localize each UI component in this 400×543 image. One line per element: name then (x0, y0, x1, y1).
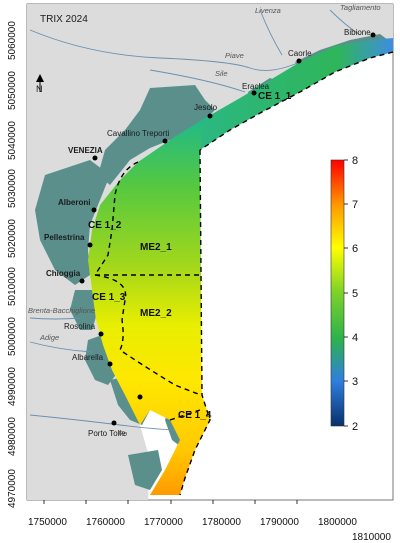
mainland (27, 4, 393, 500)
zone-me2-1: ME2_1 (140, 242, 172, 253)
city-porto-tolle: Porto Tolle (88, 429, 126, 438)
city-eraclea: Eraclea (242, 82, 270, 91)
river-sile: Sile (215, 69, 228, 78)
x-axis: 1750000 1760000 1770000 1780000 1790000 … (28, 500, 391, 543)
sea-trix (88, 118, 210, 495)
y-tick-label: 5020000 (7, 219, 18, 258)
legend-tick-5: 5 (352, 288, 358, 300)
legend-tick-6: 6 (352, 243, 358, 255)
legend-tick-3: 3 (352, 376, 358, 388)
north-label: N (36, 84, 43, 94)
x-tick-label: 1770000 (144, 517, 183, 528)
map-title: TRIX 2024 (40, 14, 88, 25)
rivers (29, 9, 361, 431)
legend-tick-8: 8 (352, 155, 358, 167)
legend: 8 7 6 5 4 3 2 (330, 155, 358, 433)
city-pellestrina: Pellestrina (44, 233, 85, 242)
y-tick-label: 5060000 (7, 21, 18, 60)
zone-ce1-4: CE 1_4 (178, 410, 212, 421)
x-tick-label: 1800000 (318, 517, 357, 528)
y-axis: 4970000 4980000 4990000 5000000 5010000 … (7, 21, 18, 508)
city-rosolina: Rosolina (64, 322, 96, 331)
y-tick-label: 5000000 (7, 317, 18, 356)
x-tick-label: 1750000 (28, 517, 67, 528)
y-tick-label: 5010000 (7, 267, 18, 306)
x-tick-label: 1810000 (352, 532, 391, 543)
city-jesolo: Jesolo (194, 103, 218, 112)
y-tick-label: 5040000 (7, 121, 18, 160)
city-caorle: Caorle (288, 49, 312, 58)
y-tick-label: 4970000 (7, 469, 18, 508)
zone-me2-2: ME2_2 (140, 308, 172, 319)
x-tick-label: 1760000 (86, 517, 125, 528)
city-cavallino-treporti: Cavallino Treporti (107, 129, 169, 138)
city-markers (79, 32, 376, 426)
river-tagliamento: Tagliamento (340, 3, 381, 12)
legend-color-bar (330, 159, 345, 427)
zone-boundaries (94, 51, 394, 496)
legend-tick-2: 2 (352, 421, 358, 433)
y-tick-label: 4990000 (7, 367, 18, 406)
y-tick-label: 5050000 (7, 71, 18, 110)
x-tick-label: 1790000 (260, 517, 299, 528)
zone-ce1-3: CE 1_3 (92, 292, 126, 303)
city-bibione: Bibione (344, 28, 371, 37)
city-chioggia: Chioggia (46, 269, 81, 278)
zone-ce1-2: CE 1_2 (88, 220, 122, 231)
river-po: Po (118, 429, 127, 438)
north-arrow-icon: N (36, 74, 44, 94)
sea-north-strip (170, 38, 393, 150)
y-tick-label: 5030000 (7, 169, 18, 208)
river-brenta-bacchiglione: Brenta-Bacchiglione (28, 306, 95, 315)
city-albarella: Albarella (72, 353, 104, 362)
city-venezia: VENEZIA (68, 146, 103, 155)
y-tick-label: 4980000 (7, 417, 18, 456)
legend-tick-4: 4 (352, 332, 358, 344)
river-livenza: Livenza (255, 6, 281, 15)
x-tick-label: 1780000 (202, 517, 241, 528)
river-piave: Piave (225, 51, 244, 60)
zone-ce1-1: CE 1_1 (258, 91, 292, 102)
river-adige: Adige (39, 333, 59, 342)
city-alberoni: Alberoni (58, 198, 90, 207)
legend-tick-7: 7 (352, 199, 358, 211)
